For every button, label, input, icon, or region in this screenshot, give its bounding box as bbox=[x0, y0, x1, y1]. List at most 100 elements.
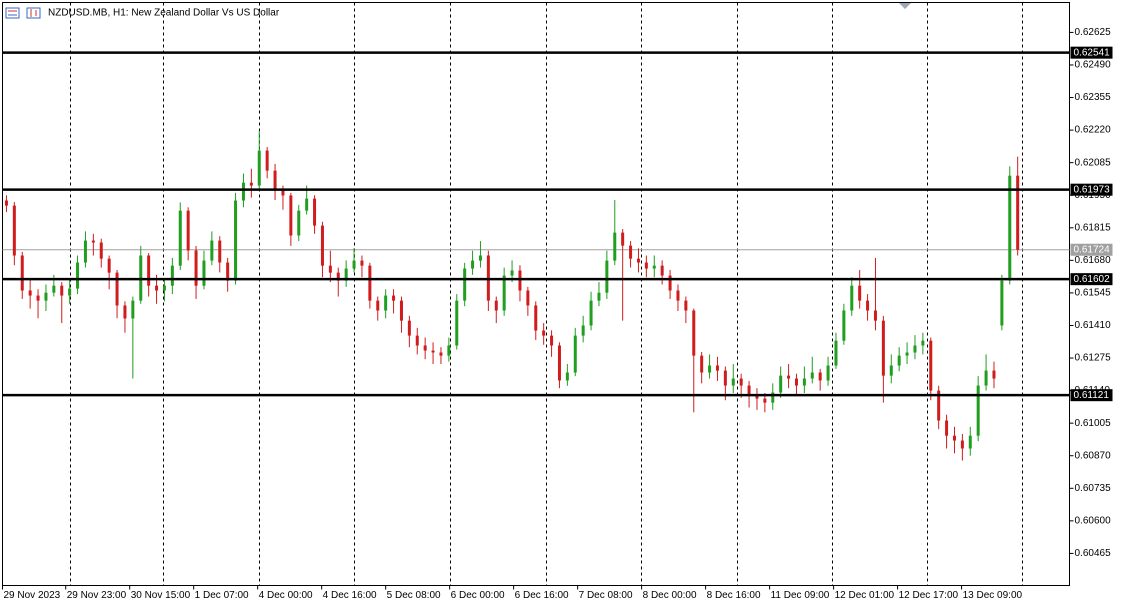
candle-body bbox=[407, 320, 411, 336]
candle-body bbox=[471, 260, 475, 269]
candle-body bbox=[281, 190, 285, 196]
candle-body bbox=[597, 292, 601, 301]
x-tick-label: 1 Dec 07:00 bbox=[195, 590, 249, 601]
candle-body bbox=[194, 250, 198, 286]
candle-body bbox=[305, 198, 309, 211]
candle-body bbox=[668, 275, 672, 291]
x-tick-label: 7 Dec 08:00 bbox=[579, 590, 633, 601]
candle-body bbox=[897, 355, 901, 366]
candle-body bbox=[968, 435, 972, 449]
candle-body bbox=[976, 385, 980, 436]
y-tick-label: 0.61815 bbox=[1075, 222, 1112, 233]
candle-body bbox=[91, 240, 95, 243]
candle-body bbox=[68, 288, 72, 296]
candle-body bbox=[328, 265, 332, 273]
candle-body bbox=[234, 200, 238, 281]
candle-body bbox=[28, 290, 32, 296]
candle-body bbox=[921, 340, 925, 346]
y-tick-label: 0.62625 bbox=[1075, 27, 1112, 38]
candle-body bbox=[289, 195, 293, 236]
icon bbox=[5, 7, 20, 19]
x-tick-label: 8 Dec 16:00 bbox=[707, 590, 761, 601]
candle-body bbox=[881, 320, 885, 376]
candle-body bbox=[257, 150, 261, 186]
candle-body bbox=[52, 285, 56, 293]
candle-body bbox=[155, 285, 159, 291]
candle-body bbox=[779, 375, 783, 393]
candle-body bbox=[147, 255, 151, 286]
candle-body bbox=[605, 260, 609, 293]
candle-body bbox=[273, 170, 277, 191]
candle-body bbox=[384, 295, 388, 311]
level-label: 0.62541 bbox=[1074, 47, 1111, 58]
candle-body bbox=[83, 240, 87, 263]
candle-body bbox=[210, 240, 214, 261]
candle-body bbox=[1008, 175, 1012, 281]
candle-body bbox=[937, 390, 941, 421]
candle-body bbox=[739, 378, 743, 386]
candle-body bbox=[1000, 280, 1004, 326]
candle-body bbox=[518, 270, 522, 291]
candle-body bbox=[494, 300, 498, 311]
candle-body bbox=[534, 305, 538, 331]
x-tick-label: 11 Dec 09:00 bbox=[771, 590, 830, 601]
candle-body bbox=[573, 335, 577, 373]
candle-body bbox=[850, 285, 854, 311]
candle-body bbox=[621, 232, 625, 246]
candle-body bbox=[439, 352, 443, 356]
level-label: 0.61602 bbox=[1074, 274, 1111, 285]
y-tick-label: 0.61275 bbox=[1075, 353, 1112, 364]
candle-body bbox=[905, 352, 909, 356]
candle-body bbox=[557, 345, 561, 381]
candle-body bbox=[842, 310, 846, 341]
level-label-box bbox=[1070, 389, 1113, 402]
candle-body bbox=[1016, 175, 1020, 250]
candle-body bbox=[170, 265, 174, 286]
candle-body bbox=[368, 265, 372, 301]
candle-body bbox=[415, 335, 419, 346]
candle-body bbox=[810, 372, 814, 379]
candle-body bbox=[873, 310, 877, 321]
candle-body bbox=[265, 150, 269, 171]
candle-body bbox=[352, 260, 356, 269]
candle-body bbox=[636, 258, 640, 263]
candle-body bbox=[399, 300, 403, 321]
candle-body bbox=[4, 200, 8, 206]
candle-body bbox=[392, 295, 396, 301]
day-separators bbox=[70, 2, 1023, 586]
candle-body bbox=[313, 198, 317, 226]
x-tick-label: 12 Dec 17:00 bbox=[899, 590, 959, 601]
candle-body bbox=[731, 378, 735, 386]
current-price-label: 0.61724 bbox=[1074, 244, 1111, 255]
candle-body bbox=[297, 210, 301, 236]
candle-body bbox=[478, 255, 482, 261]
candle-body bbox=[115, 272, 119, 306]
plot-frame bbox=[2, 2, 1070, 586]
candle-body bbox=[447, 345, 451, 356]
x-tick-label: 4 Dec 16:00 bbox=[323, 590, 377, 601]
candle-body bbox=[218, 240, 222, 263]
candle-body bbox=[960, 440, 964, 449]
candle-body bbox=[510, 270, 514, 276]
candle-body bbox=[455, 300, 459, 346]
candle-body bbox=[660, 265, 664, 276]
y-tick-label: 0.62490 bbox=[1075, 60, 1112, 71]
candle-body bbox=[945, 420, 949, 436]
y-tick-label: 0.62355 bbox=[1075, 92, 1112, 103]
candle-body bbox=[715, 365, 719, 371]
candle-body bbox=[802, 378, 806, 386]
candle-body bbox=[526, 290, 530, 306]
candle-body bbox=[60, 285, 64, 296]
level-label-box bbox=[1070, 273, 1113, 286]
candle-body bbox=[763, 398, 767, 403]
candle-body bbox=[692, 310, 696, 356]
candle-body bbox=[107, 258, 111, 273]
x-tick-label: 5 Dec 08:00 bbox=[387, 590, 441, 601]
candle-body bbox=[992, 370, 996, 379]
candle-body bbox=[834, 340, 838, 366]
candle-body bbox=[344, 268, 348, 281]
y-tick-label: 0.60735 bbox=[1075, 483, 1112, 494]
x-tick-label: 12 Dec 01:00 bbox=[835, 590, 895, 601]
